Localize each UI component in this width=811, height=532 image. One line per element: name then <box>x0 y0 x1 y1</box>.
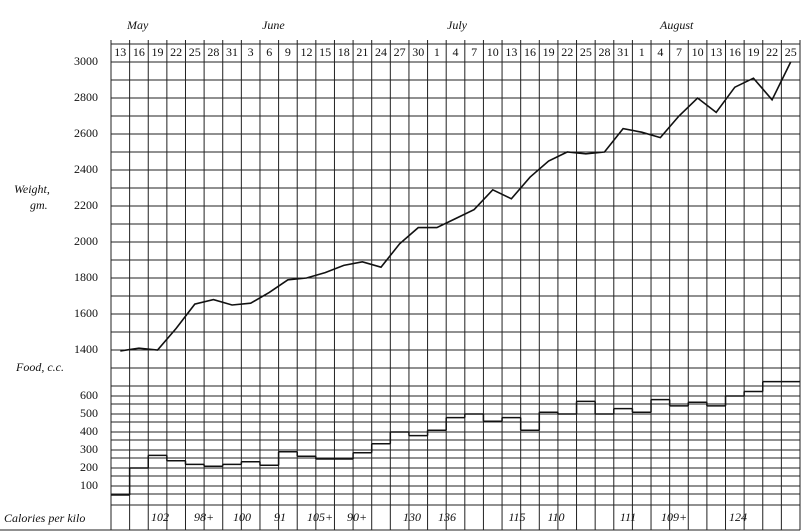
x-tick-label: 22 <box>766 45 778 59</box>
calories-value: 102 <box>151 510 169 524</box>
y-tick-label: 1400 <box>74 342 98 356</box>
calories-value: 111 <box>620 510 636 524</box>
x-tick-label: 25 <box>189 45 201 59</box>
calories-value: 124 <box>729 510 747 524</box>
calories-value: 115 <box>508 510 525 524</box>
x-tick-label: 21 <box>356 45 368 59</box>
x-tick-label: 1 <box>639 45 645 59</box>
x-tick-label: 7 <box>676 45 682 59</box>
x-tick-label: 25 <box>785 45 797 59</box>
x-tick-label: 18 <box>338 45 350 59</box>
x-tick-label: 30 <box>412 45 424 59</box>
x-tick-label: 27 <box>394 45 406 59</box>
x-tick-label: 28 <box>207 45 219 59</box>
y-tick-label: 2000 <box>74 234 98 248</box>
x-tick-label: 22 <box>170 45 182 59</box>
x-tick-label: 4 <box>657 45 663 59</box>
calories-value: 90+ <box>347 510 367 524</box>
x-tick-label: 19 <box>543 45 555 59</box>
y2-tick-label: 300 <box>80 442 98 456</box>
calories-value: 100 <box>233 510 251 524</box>
x-tick-label: 10 <box>692 45 704 59</box>
x-tick-label: 4 <box>453 45 459 59</box>
y-tick-label: 1800 <box>74 270 98 284</box>
calories-value: 98+ <box>194 510 214 524</box>
y2-axis-label: Food, c.c. <box>15 360 64 374</box>
y2-tick-label: 200 <box>80 460 98 474</box>
calories-value: 130 <box>403 510 421 524</box>
x-tick-label: 28 <box>598 45 610 59</box>
calories-value: 105+ <box>307 510 333 524</box>
x-tick-label: 3 <box>248 45 254 59</box>
x-tick-label: 22 <box>561 45 573 59</box>
weight-line <box>120 61 792 352</box>
y2-tick-label: 500 <box>80 406 98 420</box>
x-tick-label: 31 <box>617 45 629 59</box>
x-tick-label: 25 <box>580 45 592 59</box>
y2-tick-label: 600 <box>80 388 98 402</box>
x-tick-label: 6 <box>266 45 272 59</box>
month-label: July <box>447 18 468 32</box>
x-tick-label: 7 <box>471 45 477 59</box>
x-tick-label: 19 <box>152 45 164 59</box>
x-tick-label: 15 <box>319 45 331 59</box>
y-axis-label: Weight, <box>14 182 50 196</box>
calories-value: 109+ <box>661 510 687 524</box>
x-tick-label: 16 <box>729 45 741 59</box>
y-tick-label: 2800 <box>74 90 98 104</box>
calories-value: 136 <box>438 510 456 524</box>
y2-tick-label: 100 <box>80 478 98 492</box>
x-tick-label: 19 <box>747 45 759 59</box>
x-tick-label: 13 <box>505 45 517 59</box>
calories-label: Calories per kilo <box>4 511 85 525</box>
y-axis-label: gm. <box>30 198 48 212</box>
calories-value: 91 <box>274 510 286 524</box>
x-tick-label: 13 <box>114 45 126 59</box>
calories-value: 110 <box>547 510 564 524</box>
x-tick-label: 13 <box>710 45 722 59</box>
y-tick-label: 3000 <box>74 54 98 68</box>
month-label: June <box>262 18 285 32</box>
x-tick-label: 1 <box>434 45 440 59</box>
x-tick-label: 24 <box>375 45 387 59</box>
x-tick-label: 9 <box>285 45 291 59</box>
x-tick-label: 10 <box>487 45 499 59</box>
y-tick-label: 2600 <box>74 126 98 140</box>
month-label: August <box>659 18 694 32</box>
y-tick-label: 2400 <box>74 162 98 176</box>
x-tick-label: 16 <box>524 45 536 59</box>
x-tick-label: 31 <box>226 45 238 59</box>
y-tick-label: 2200 <box>74 198 98 212</box>
x-tick-label: 12 <box>301 45 313 59</box>
y2-tick-label: 400 <box>80 424 98 438</box>
x-tick-label: 16 <box>133 45 145 59</box>
month-label: May <box>126 18 149 32</box>
y-tick-label: 1600 <box>74 306 98 320</box>
